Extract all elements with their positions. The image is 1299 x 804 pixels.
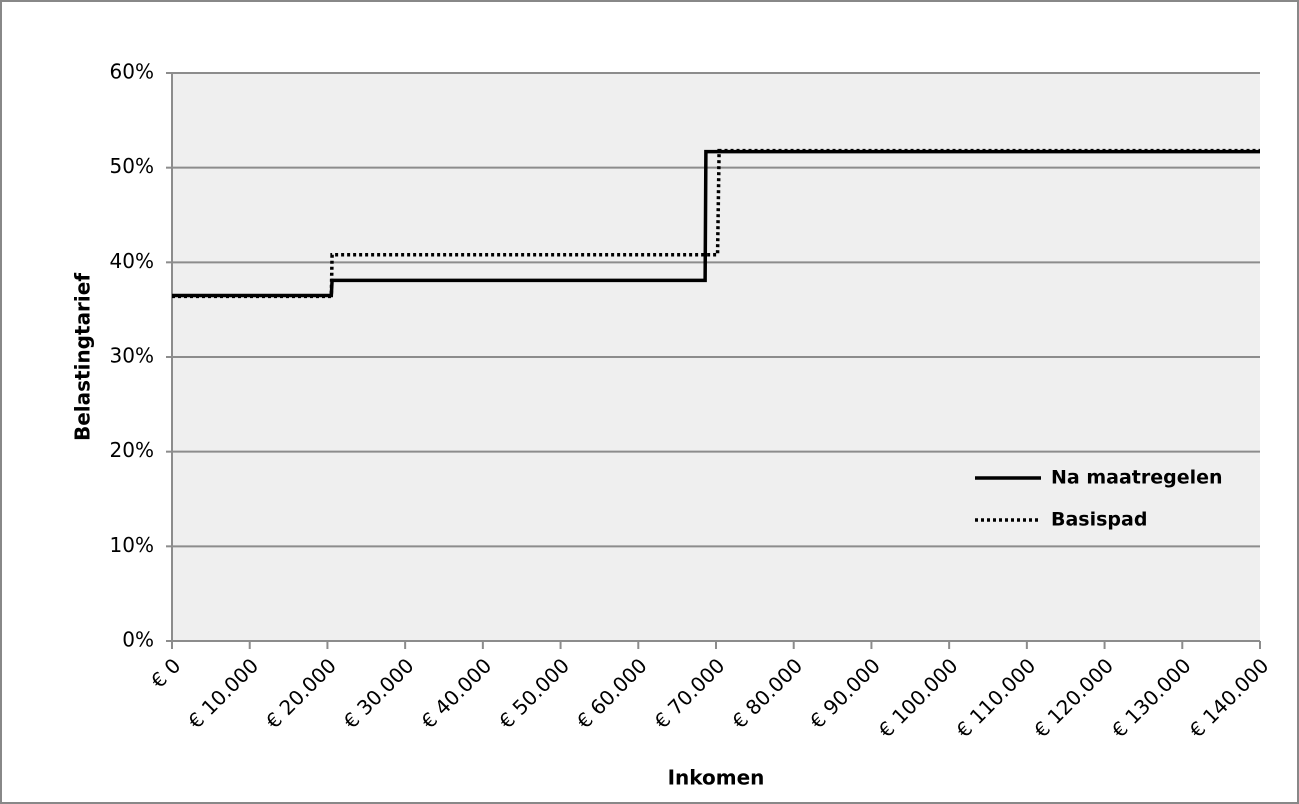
y-tick-label: 10% xyxy=(110,533,154,557)
y-tick-label: 0% xyxy=(122,628,154,652)
x-axis-title: Inkomen xyxy=(668,766,765,790)
y-tick-label: 50% xyxy=(110,154,154,178)
y-axis-title: Belastingtarief xyxy=(71,273,95,441)
y-tick-label: 60% xyxy=(110,60,154,84)
series-line xyxy=(172,148,1260,299)
y-tick-label: 30% xyxy=(110,344,154,368)
legend-label: Basispad xyxy=(1051,509,1147,531)
legend-label: Na maatregelen xyxy=(1051,467,1223,489)
y-tick-label: 20% xyxy=(110,438,154,462)
y-tick-label: 40% xyxy=(110,249,154,273)
